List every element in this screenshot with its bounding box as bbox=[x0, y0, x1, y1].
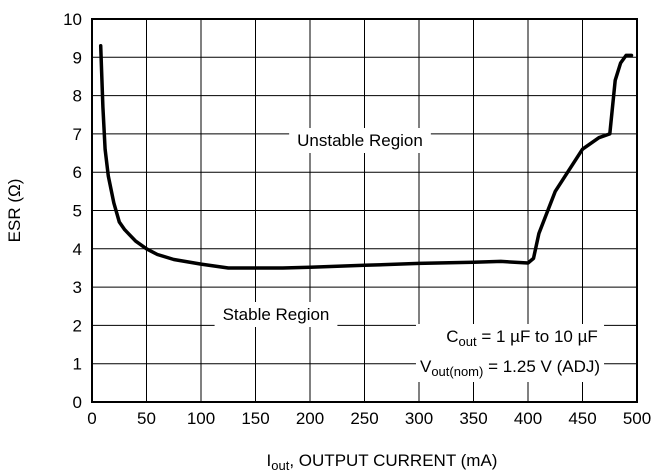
cout-symbol: C bbox=[446, 327, 458, 346]
y-tick-label: 4 bbox=[73, 240, 82, 259]
x-axis-title-text: , OUTPUT CURRENT (mA) bbox=[289, 451, 497, 470]
y-tick-label: 10 bbox=[63, 10, 82, 29]
y-axis-title: ESR (Ω) bbox=[5, 179, 24, 243]
x-tick-label: 100 bbox=[187, 409, 215, 428]
vout-value: = 1.25 V (ADJ) bbox=[483, 357, 600, 376]
x-axis-title: Iout, OUTPUT CURRENT (mA) bbox=[267, 451, 498, 473]
x-tick-label: 50 bbox=[137, 409, 156, 428]
y-tick-label: 2 bbox=[73, 316, 82, 335]
y-tick-label: 0 bbox=[73, 393, 82, 412]
cout-value: = 1 µF to 10 µF bbox=[477, 327, 598, 346]
y-tick-label: 8 bbox=[73, 87, 82, 106]
series-group bbox=[98, 44, 634, 270]
plot-frame bbox=[91, 18, 638, 403]
y-tick-label: 5 bbox=[73, 202, 82, 221]
y-tick-label: 1 bbox=[73, 355, 82, 374]
x-tick-label: 300 bbox=[405, 409, 433, 428]
cout-annotation: Cout = 1 µF to 10 µF bbox=[446, 327, 598, 349]
y-tick-label: 6 bbox=[73, 163, 82, 182]
x-tick-label: 0 bbox=[87, 409, 96, 428]
unstable-region-label: Unstable Region bbox=[297, 131, 423, 150]
x-tick-labels: 0 50 100 150 200 250 300 350 400 450 500 bbox=[87, 409, 651, 428]
y-tick-label: 9 bbox=[73, 48, 82, 67]
stable-region-bg bbox=[214, 302, 338, 327]
x-axis-title-symbol: I bbox=[267, 451, 272, 470]
unstable-region-bg bbox=[289, 128, 431, 153]
stable-region-label: Stable Region bbox=[223, 305, 330, 324]
annotation-backgrounds bbox=[214, 128, 605, 382]
vout-annotation: Vout(nom) = 1.25 V (ADJ) bbox=[420, 357, 600, 379]
x-tick-label: 400 bbox=[514, 409, 542, 428]
x-tick-label: 250 bbox=[350, 409, 378, 428]
y-tick-label: 7 bbox=[73, 125, 82, 144]
x-tick-label: 450 bbox=[568, 409, 596, 428]
y-tick-label: 3 bbox=[73, 278, 82, 297]
x-tick-label: 200 bbox=[296, 409, 324, 428]
vout-subscript: out(nom) bbox=[431, 364, 483, 379]
esr-boundary-line bbox=[98, 44, 634, 270]
cout-subscript: out bbox=[459, 334, 477, 349]
vout-symbol: V bbox=[420, 357, 432, 376]
y-tick-labels: 0 1 2 3 4 5 6 7 8 9 10 bbox=[63, 10, 82, 412]
condition-note-bg bbox=[415, 324, 605, 382]
x-axis-title-subscript: out bbox=[271, 458, 289, 473]
x-tick-label: 350 bbox=[459, 409, 487, 428]
x-tick-label: 150 bbox=[241, 409, 269, 428]
x-tick-label: 500 bbox=[623, 409, 651, 428]
